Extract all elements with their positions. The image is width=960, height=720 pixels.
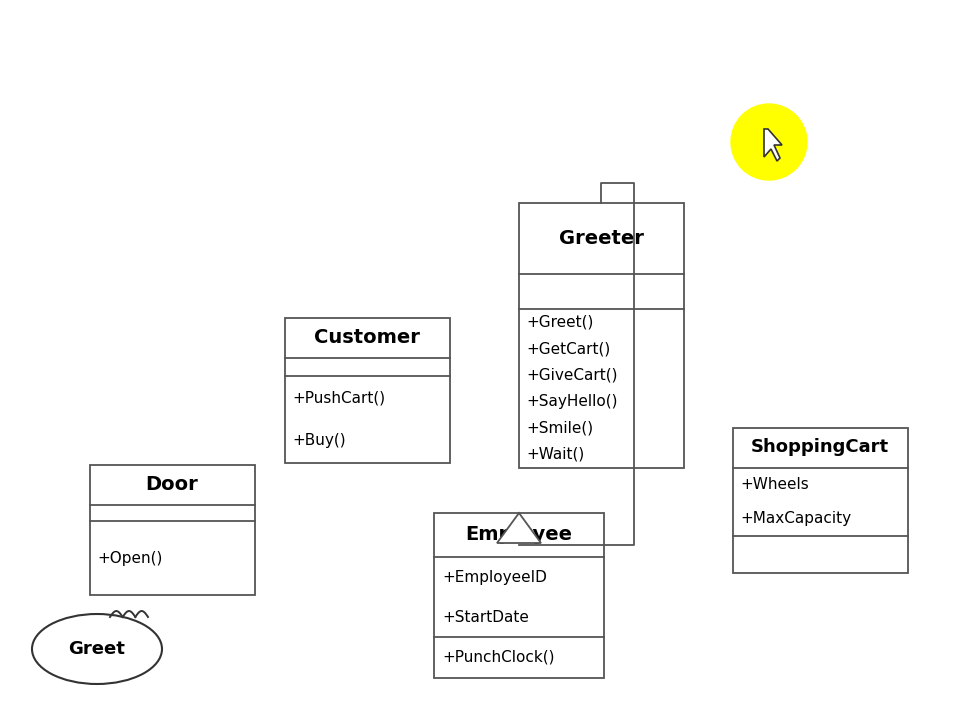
Bar	[284, 318, 449, 462]
Text: +Open(): +Open()	[98, 551, 163, 566]
Polygon shape	[497, 513, 541, 543]
Text: +MaxCapacity: +MaxCapacity	[740, 511, 852, 526]
Text: Door: Door	[146, 475, 199, 495]
Text: ShoppingCart: ShoppingCart	[751, 438, 889, 456]
Text: +SayHello(): +SayHello()	[526, 394, 618, 409]
Text: Employee: Employee	[466, 526, 572, 544]
Text: +GiveCart(): +GiveCart()	[526, 367, 618, 382]
Text: Greeter: Greeter	[559, 229, 643, 248]
Text: +EmployeeID: +EmployeeID	[442, 570, 547, 585]
Bar	[518, 202, 684, 467]
Text: +Greet(): +Greet()	[526, 315, 594, 330]
Text: +Wheels: +Wheels	[740, 477, 809, 492]
Circle shape	[731, 104, 807, 180]
Text: +Buy(): +Buy()	[293, 433, 347, 449]
Text: +Wait(): +Wait()	[526, 447, 585, 462]
Text: +PushCart(): +PushCart()	[293, 390, 386, 405]
Bar	[89, 465, 254, 595]
Ellipse shape	[32, 614, 162, 684]
Text: +GetCart(): +GetCart()	[526, 341, 611, 356]
Text: +Smile(): +Smile()	[526, 420, 593, 436]
Bar	[434, 513, 604, 678]
Text: Customer: Customer	[314, 328, 420, 347]
Polygon shape	[764, 129, 782, 161]
Text: +PunchClock(): +PunchClock()	[442, 650, 555, 665]
Text: +StartDate: +StartDate	[442, 610, 529, 625]
Text: Greet: Greet	[68, 640, 126, 658]
Bar	[732, 428, 907, 572]
